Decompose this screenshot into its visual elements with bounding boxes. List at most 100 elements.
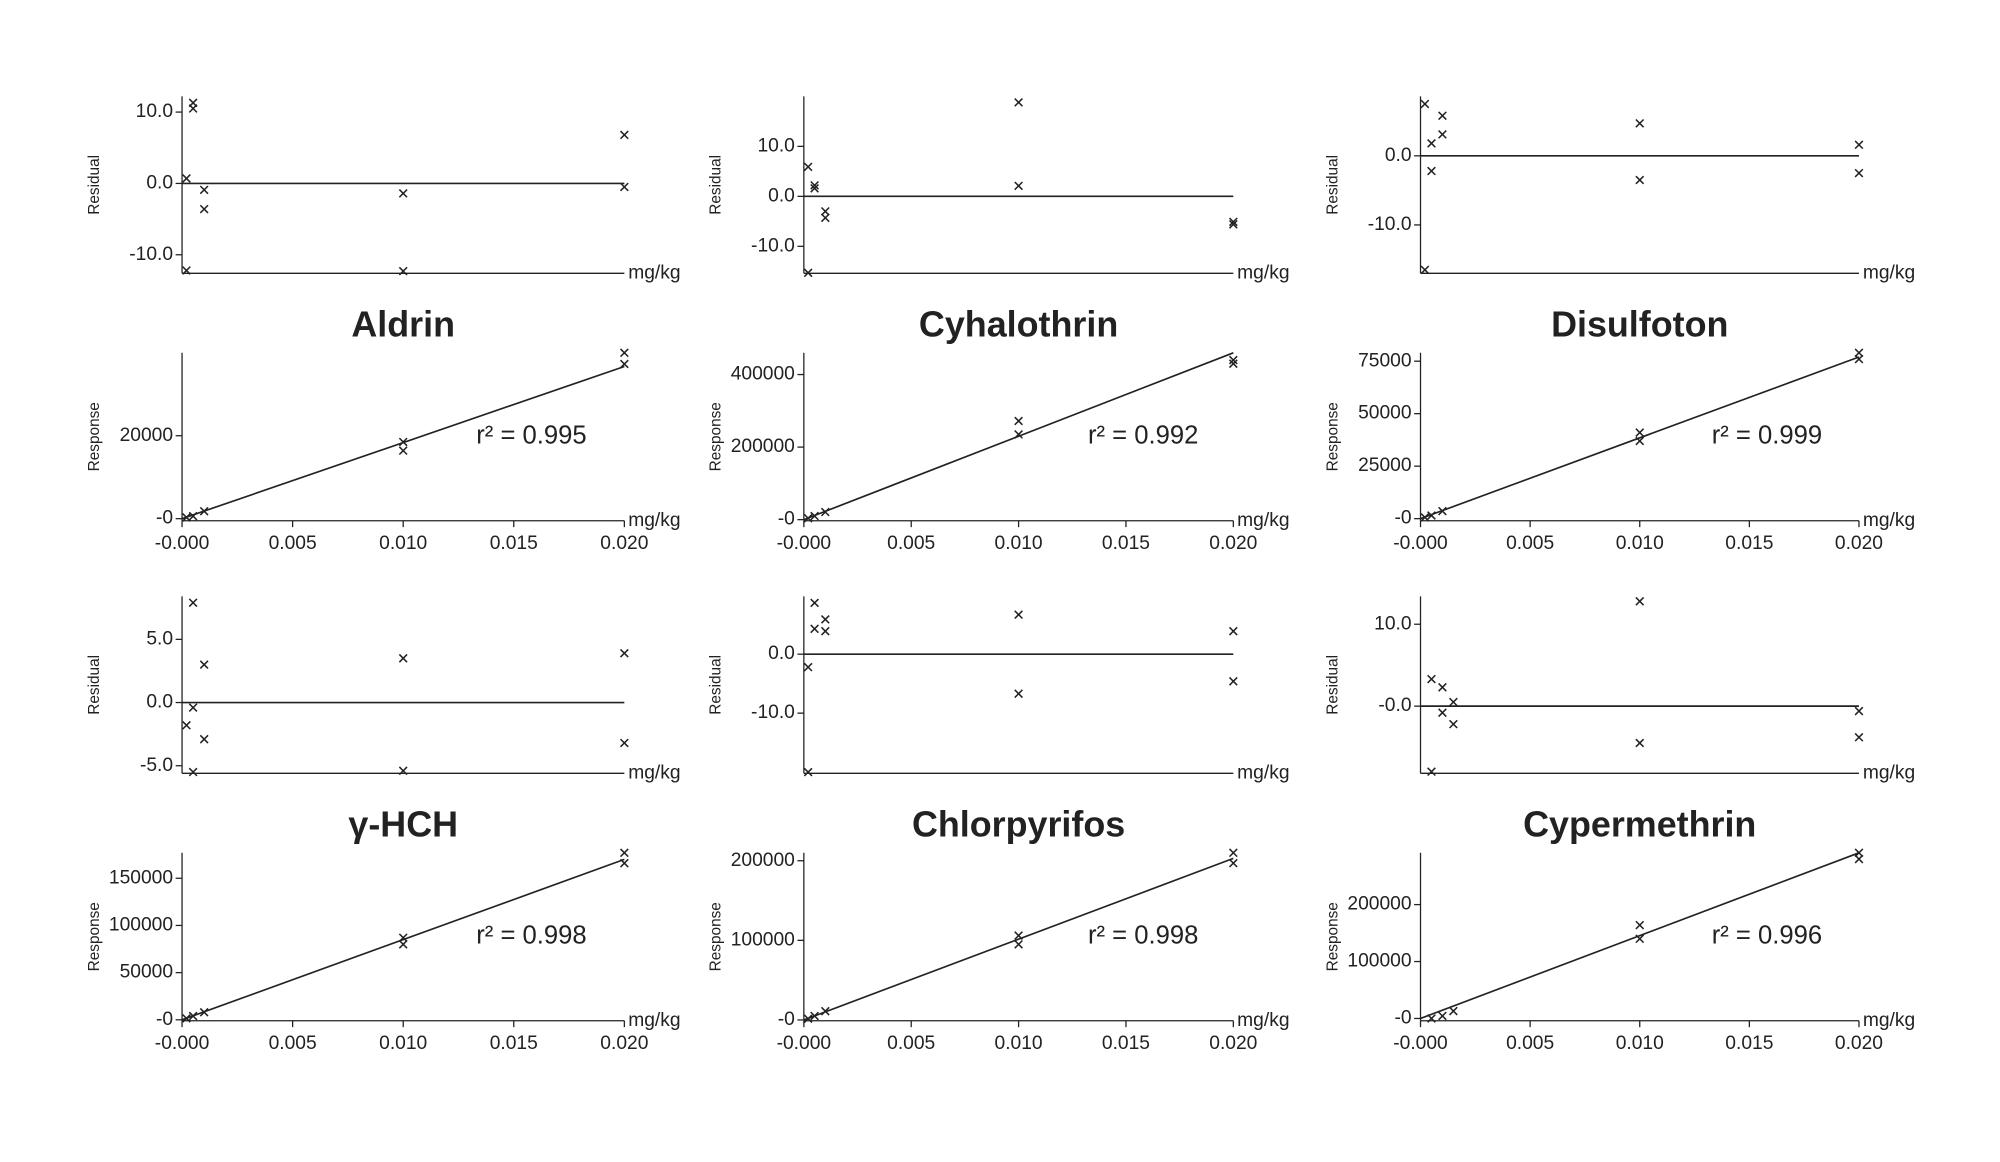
point-stroke	[188, 1011, 198, 1021]
point-stroke	[1635, 934, 1645, 944]
point-stroke	[619, 858, 629, 868]
point-stroke	[1635, 596, 1645, 606]
point	[1449, 697, 1458, 707]
point-stroke	[1014, 689, 1023, 699]
point-stroke	[1014, 610, 1023, 620]
y-tick-label: 10.0	[1374, 613, 1411, 634]
point	[820, 507, 830, 517]
point-stroke	[199, 1007, 209, 1017]
point-stroke	[1635, 175, 1645, 185]
chart-panel: 10.0 -0.0 mg/kg Residual	[1324, 596, 1915, 783]
x-axis-label: mg/kg	[628, 1010, 680, 1031]
x-axis-label: mg/kg	[1237, 762, 1289, 783]
y-tick-label: 200000	[731, 850, 795, 871]
point	[1427, 138, 1436, 148]
chart-title: Disulfoton	[1551, 305, 1728, 345]
point-stroke	[398, 266, 408, 276]
point	[803, 268, 813, 278]
chart-panel: 5.0 0.0 -5.0 mg/kg Residual	[86, 596, 681, 783]
x-tick-label: 0.005	[1506, 533, 1554, 554]
point-stroke	[1427, 511, 1436, 520]
point-stroke	[1449, 697, 1458, 707]
point-stroke	[398, 653, 408, 663]
x-axis-label: mg/kg	[1863, 262, 1915, 283]
point	[619, 858, 629, 868]
point	[199, 204, 209, 214]
x-tick-label: 0.020	[1835, 1033, 1883, 1054]
x-axis-label: mg/kg	[1863, 762, 1915, 783]
y-axis-label: Residual	[86, 155, 103, 215]
point	[803, 1014, 813, 1024]
point-stroke	[803, 767, 813, 777]
y-tick-label: -0.0	[1378, 695, 1411, 716]
point	[1014, 430, 1023, 439]
point-stroke	[803, 1014, 813, 1024]
y-tick-label: -10.0	[751, 702, 795, 723]
y-tick-label: -0	[156, 508, 173, 529]
point	[1228, 359, 1238, 369]
point-stroke	[810, 624, 819, 634]
point	[619, 130, 629, 140]
point-stroke	[820, 213, 830, 223]
y-axis-label: Response	[1324, 902, 1341, 971]
x-axis-label: mg/kg	[1863, 1010, 1915, 1031]
point-stroke	[1228, 359, 1238, 369]
y-tick-label: 50000	[120, 962, 173, 983]
point-stroke	[1854, 140, 1864, 150]
point-stroke	[1438, 111, 1447, 121]
point	[188, 598, 198, 608]
point-stroke	[1228, 626, 1238, 636]
y-tick-label: 20000	[120, 425, 173, 446]
chart-title: Aldrin	[351, 305, 455, 345]
point-stroke	[1427, 674, 1436, 684]
point	[1427, 166, 1436, 176]
point-stroke	[619, 359, 629, 369]
y-tick-label: 0.0	[146, 172, 173, 193]
point	[619, 848, 629, 858]
point-stroke	[188, 104, 198, 113]
chart-panel: -0 100000 200000 -0.000 0.005 0.010 0.015 0.020…	[708, 805, 1290, 1054]
point	[619, 182, 629, 192]
point	[1635, 934, 1645, 944]
point-stroke	[398, 189, 408, 198]
x-axis-label: mg/kg	[1237, 510, 1289, 531]
point-stroke	[1438, 682, 1447, 692]
point-stroke	[820, 614, 830, 624]
point-stroke	[1635, 118, 1645, 128]
x-axis-label: mg/kg	[628, 510, 680, 531]
point	[1228, 219, 1238, 229]
point	[1014, 181, 1023, 191]
point-stroke	[619, 182, 629, 192]
point-stroke	[199, 185, 209, 195]
y-tick-label: 100000	[731, 929, 795, 950]
point	[1854, 140, 1864, 150]
point	[820, 206, 830, 216]
y-axis-label: Response	[708, 902, 725, 971]
point-stroke	[398, 766, 408, 776]
y-axis-label: Residual	[708, 155, 725, 215]
y-axis-label: Residual	[1324, 655, 1341, 715]
point	[1854, 354, 1864, 364]
point-stroke	[1427, 166, 1436, 176]
y-tick-label: -10.0	[129, 244, 173, 265]
point	[1427, 511, 1436, 520]
x-tick-label: 0.005	[1506, 1033, 1554, 1054]
chart-panel: -0 100000 200000 -0.000 0.005 0.010 0.015 0.020…	[1324, 805, 1915, 1054]
point	[1014, 416, 1023, 426]
point-stroke	[1014, 416, 1023, 426]
y-tick-label: -0	[156, 1009, 173, 1030]
chart-panel: -0 200000 400000 -0.000 0.005 0.010 0.015 0.020…	[708, 305, 1290, 554]
point	[810, 511, 819, 521]
x-axis-label: mg/kg	[628, 762, 680, 783]
y-tick-label: 0.0	[1385, 145, 1412, 166]
point-stroke	[810, 511, 819, 521]
y-tick-label: 100000	[1347, 951, 1411, 972]
point	[188, 767, 198, 777]
point-stroke	[803, 162, 813, 172]
x-tick-label: 0.020	[600, 533, 648, 554]
chart-title: Cypermethrin	[1523, 805, 1756, 845]
point	[1635, 738, 1645, 748]
y-axis-label: Response	[1324, 402, 1341, 471]
point-stroke	[1635, 428, 1645, 437]
